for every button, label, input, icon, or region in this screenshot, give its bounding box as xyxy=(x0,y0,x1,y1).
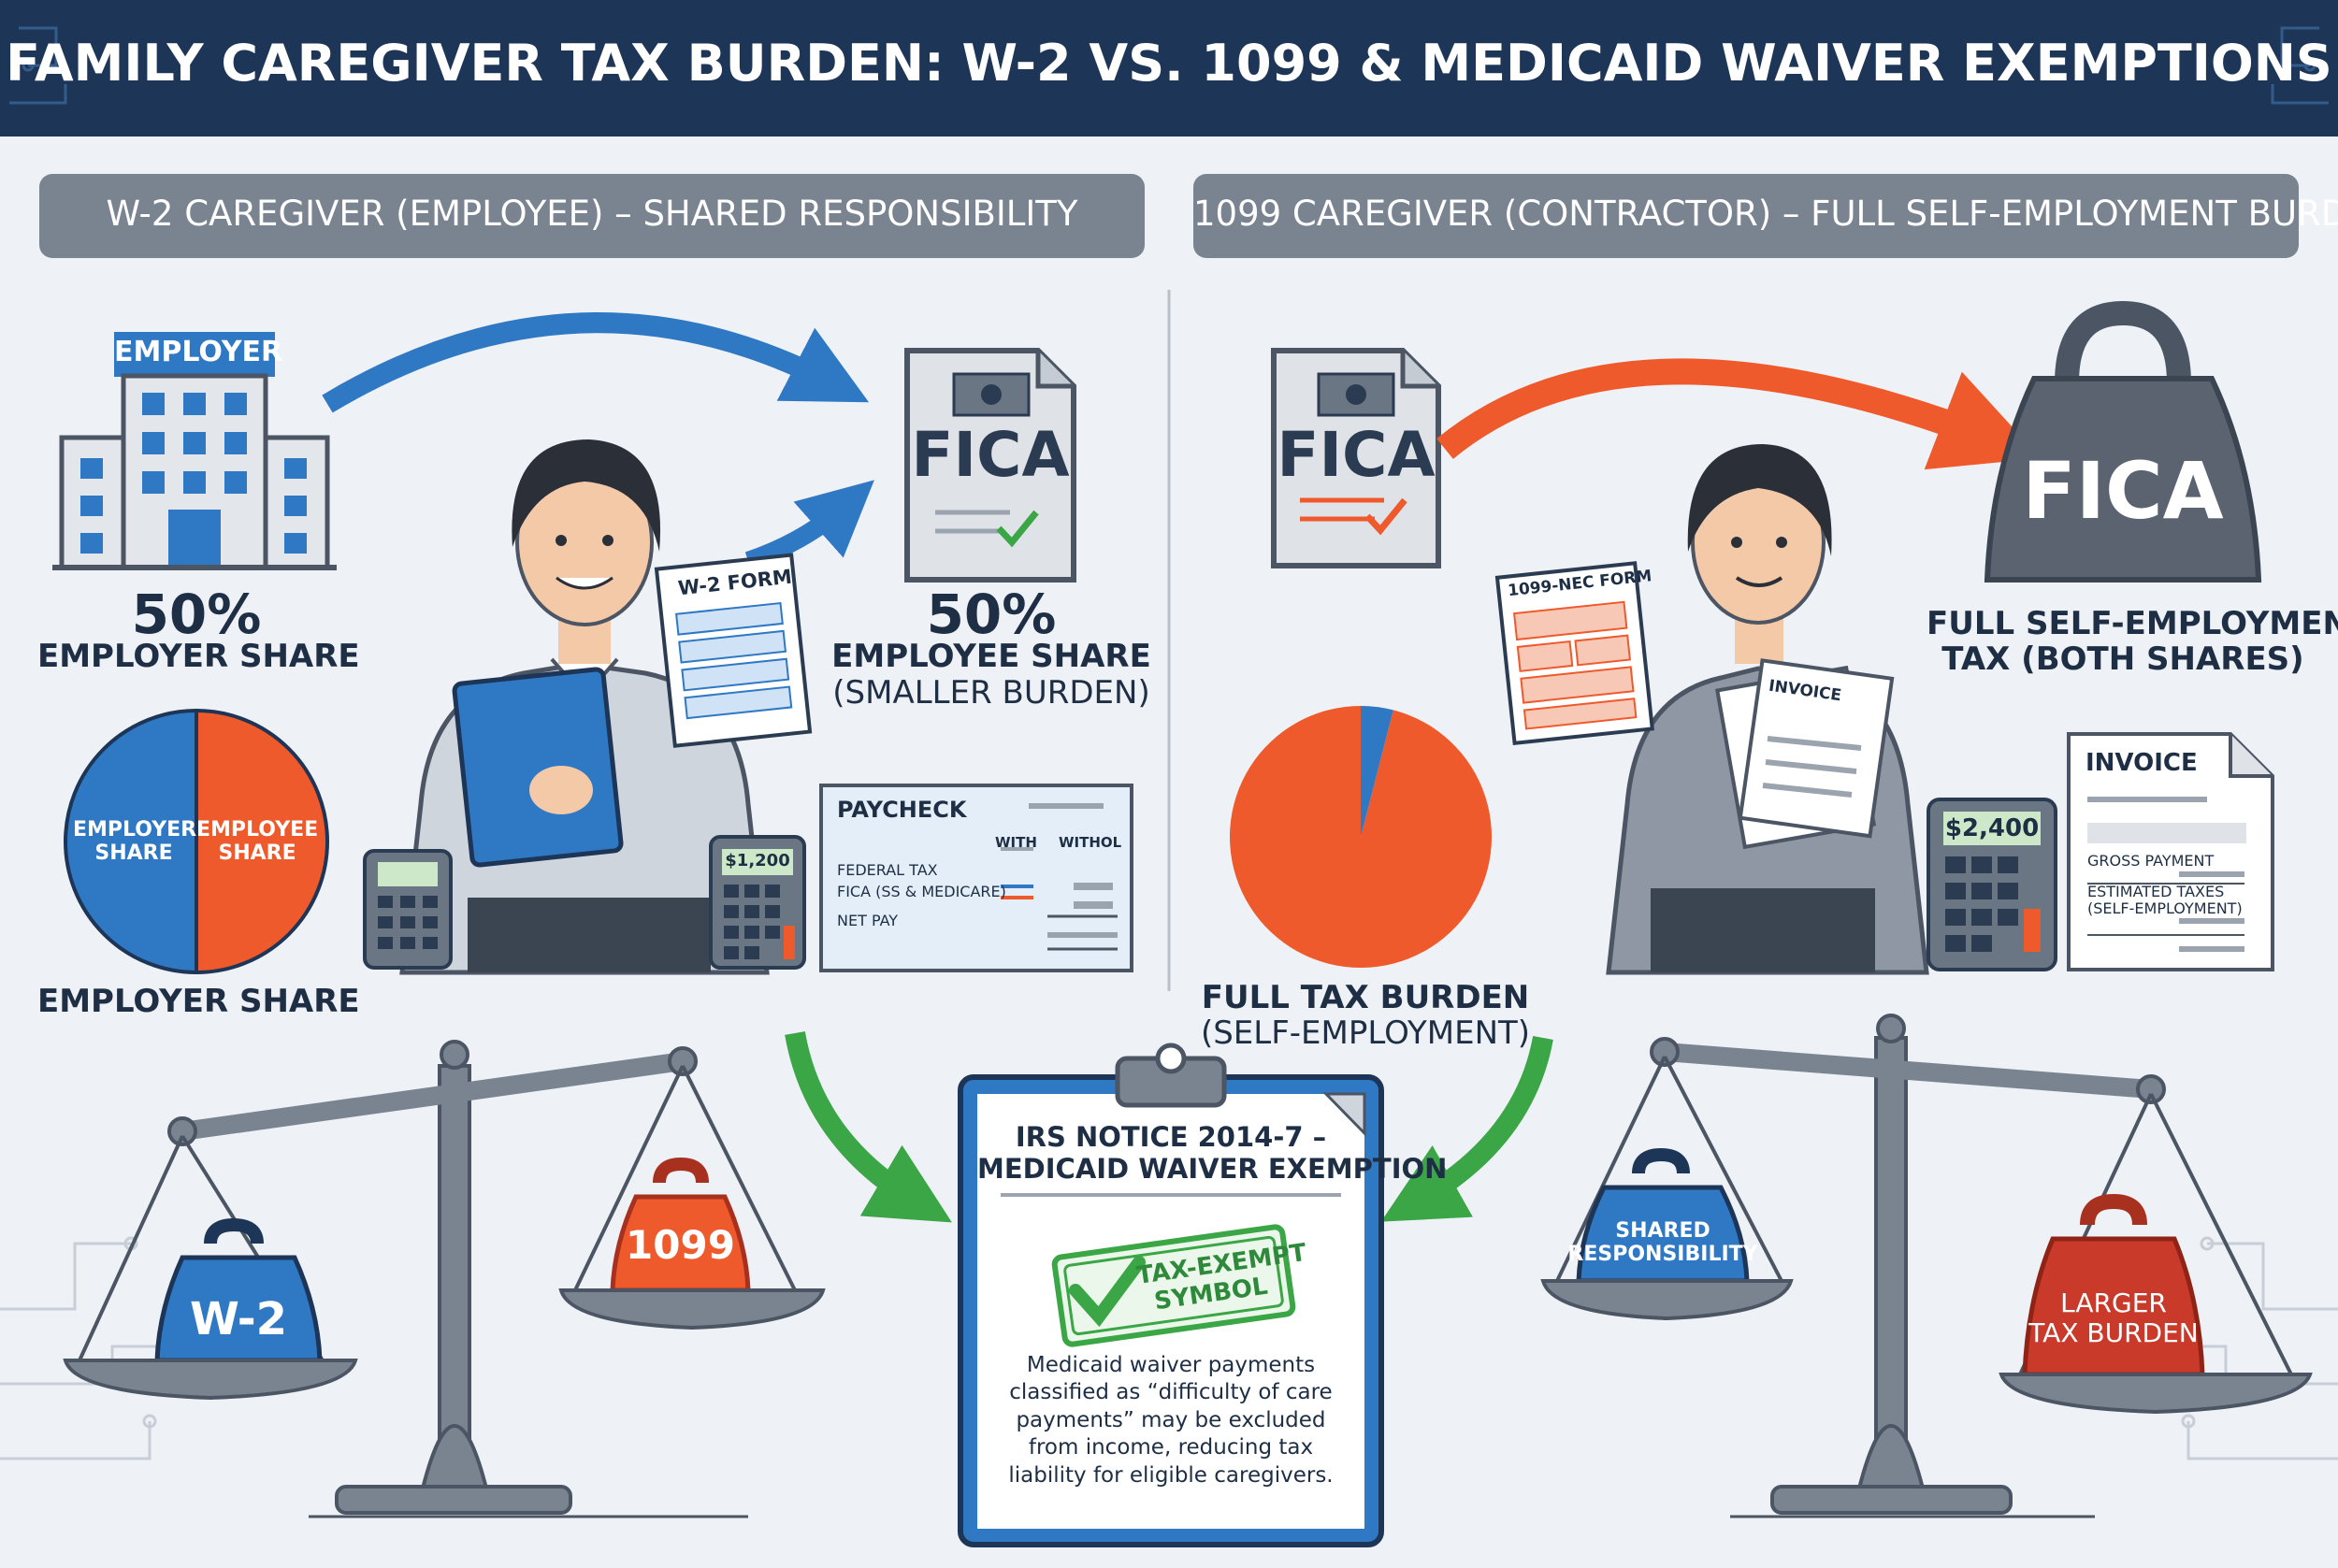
invoice-row-gross-payment: GROSS PAYMENT xyxy=(2087,852,2215,870)
fica-document-icon xyxy=(904,348,1076,583)
left-balance-scale xyxy=(63,1040,826,1518)
invoice-row-estimated-taxes: ESTIMATED TAXES xyxy=(2087,883,2225,900)
pie-slice-0 xyxy=(64,708,198,975)
w2-form-document xyxy=(654,553,813,748)
invoice-title: INVOICE xyxy=(2085,749,2198,777)
fica-weight-label: FICA xyxy=(2022,445,2224,537)
shared-weight-label-line1: SHARED xyxy=(1615,1219,1710,1243)
paycheck-document xyxy=(819,784,1133,972)
invoice-row-self-employment: (SELF-EMPLOYMENT) xyxy=(2087,899,2243,917)
calculator-icon-small xyxy=(363,849,453,970)
pie-slice-1 xyxy=(1361,706,1393,837)
employer-sign-label: EMPLOYER xyxy=(114,336,283,368)
paycheck-row-fica: FICA (SS & MEDICARE) xyxy=(837,883,1006,900)
calculator-icon-left xyxy=(709,835,806,970)
right-panel-header: 1099 CAREGIVER (CONTRACTOR) – FULL SELF-… xyxy=(1193,194,2338,234)
paycheck-row-federal-tax: FEDERAL TAX xyxy=(837,861,938,879)
fica-kettlebell-weight-icon xyxy=(1984,300,2262,583)
pie-employee-label: EMPLOYEE SHARE xyxy=(196,818,319,865)
pie-left-caption: EMPLOYER SHARE xyxy=(37,983,360,1020)
left-panel-header-bg xyxy=(39,174,1145,258)
weight-caption-line2: TAX (BOTH SHARES) xyxy=(1941,640,2304,678)
left-panel-header: W-2 CAREGIVER (EMPLOYEE) – SHARED RESPON… xyxy=(106,194,1078,234)
invoice-document xyxy=(2067,732,2274,971)
pie-slice-0 xyxy=(1229,706,1492,968)
paycheck-title: PAYCHECK xyxy=(837,797,967,823)
fica-to-weight-arrow xyxy=(1436,358,2042,470)
weight-caption-line1: FULL SELF-EMPLOYMENT xyxy=(1927,605,2338,642)
calculator-display-left: $1,200 xyxy=(725,851,790,870)
held-invoices-document xyxy=(1714,658,1895,850)
irs-notice-clipboard xyxy=(958,1043,1384,1547)
employer-building-icon xyxy=(52,332,337,570)
left-to-notice-arrow xyxy=(785,1031,952,1223)
fica-doc-label-right: FICA xyxy=(1277,419,1436,491)
pie-slice-1 xyxy=(195,708,329,975)
tax-exempt-stamp xyxy=(1051,1224,1296,1347)
fica-document-icon-right xyxy=(1271,348,1441,568)
notice-title-line1: IRS NOTICE 2014-7 – xyxy=(1015,1121,1327,1153)
larger-weight-label-line1: LARGER xyxy=(2060,1287,2167,1318)
paycheck-col-with: WITH xyxy=(995,834,1037,851)
circuit-decoration xyxy=(9,26,2329,105)
full-tax-burden-pie-chart xyxy=(1229,706,1492,968)
employee-share-label: EMPLOYEE SHARE xyxy=(831,638,1151,675)
calculator-display-right: $2,400 xyxy=(1944,814,2040,842)
fica-doc-label: FICA xyxy=(911,419,1070,491)
employee-to-fica-arrow xyxy=(744,480,874,570)
paycheck-col-withol: WITHOL xyxy=(1059,834,1122,851)
larger-weight-label-line2: TAX BURDEN xyxy=(2028,1317,2199,1348)
calculator-icon-right xyxy=(1927,798,2057,971)
pie-right-caption-line2: (SELF-EMPLOYMENT) xyxy=(1200,1014,1531,1052)
page-title: FAMILY CAREGIVER TAX BURDEN: W-2 VS. 109… xyxy=(6,34,2332,93)
pie-right-caption-line1: FULL TAX BURDEN xyxy=(1201,979,1530,1016)
1099-weight-label: 1099 xyxy=(626,1222,735,1268)
1099-nec-form-document xyxy=(1494,561,1654,746)
pie-employer-label: EMPLOYER SHARE xyxy=(73,818,197,865)
employer-to-fica-arrow xyxy=(322,312,870,413)
right-panel-header-bg xyxy=(1193,174,2299,258)
notice-title-line2: MEDICAID WAIVER EXEMPTION xyxy=(977,1153,1448,1185)
employee-share-sublabel: (SMALLER BURDEN) xyxy=(832,674,1150,712)
paycheck-row-net-pay: NET PAY xyxy=(837,912,899,929)
employee-percent: 50% xyxy=(926,583,1057,646)
employer-share-label: EMPLOYER SHARE xyxy=(37,638,360,675)
notice-body-text: Medicaid waiver payments classified as “… xyxy=(1008,1353,1334,1488)
right-to-notice-arrow xyxy=(1380,1035,1553,1222)
title-bar xyxy=(0,0,2338,137)
shared-weight-label-line2: RESPONSIBILITY xyxy=(1567,1243,1758,1266)
w2-weight-label: W-2 xyxy=(189,1293,288,1345)
right-balance-scale xyxy=(1540,1014,2313,1518)
checkmark-icon xyxy=(1069,1256,1146,1328)
employer-employee-pie-chart xyxy=(64,708,329,975)
employer-percent: 50% xyxy=(131,583,262,646)
